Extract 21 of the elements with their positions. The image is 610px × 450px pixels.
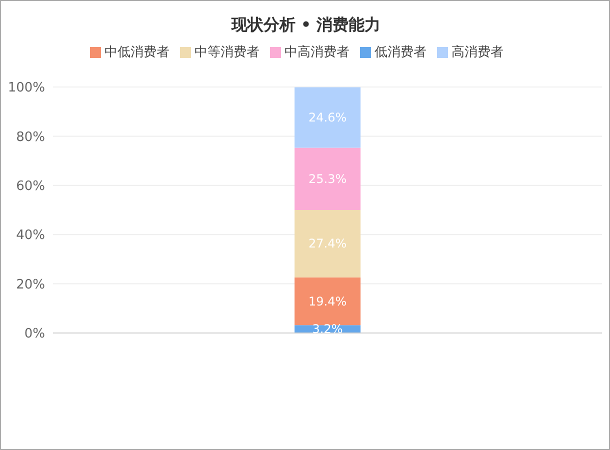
y-tick-label: 0% xyxy=(24,326,45,342)
bar xyxy=(294,277,361,326)
legend-label: 高消费者 xyxy=(452,45,504,60)
bar xyxy=(294,148,361,210)
legend-label: 中高消费者 xyxy=(284,45,350,60)
y-tick-label: 40% xyxy=(16,228,45,244)
legend-label: 低消费者 xyxy=(374,45,426,60)
y-tick-label: 100% xyxy=(8,80,45,96)
data-label: 25.3% xyxy=(308,172,347,186)
legend-label: 中等消费者 xyxy=(194,45,260,60)
chart-title: 现状分析 • 消费能力 xyxy=(230,15,382,36)
legend-label: 中低消费者 xyxy=(104,45,170,60)
y-tick-label: 20% xyxy=(16,277,45,292)
y-tick-label: 80% xyxy=(16,130,45,145)
data-label: 3.2% xyxy=(312,322,343,336)
y-tick-label: 60% xyxy=(16,179,45,194)
data-label: 27.4% xyxy=(308,236,347,251)
data-label: 19.4% xyxy=(308,294,347,308)
bar xyxy=(294,210,361,278)
data-label: 24.6% xyxy=(308,110,347,125)
bar xyxy=(294,87,361,148)
